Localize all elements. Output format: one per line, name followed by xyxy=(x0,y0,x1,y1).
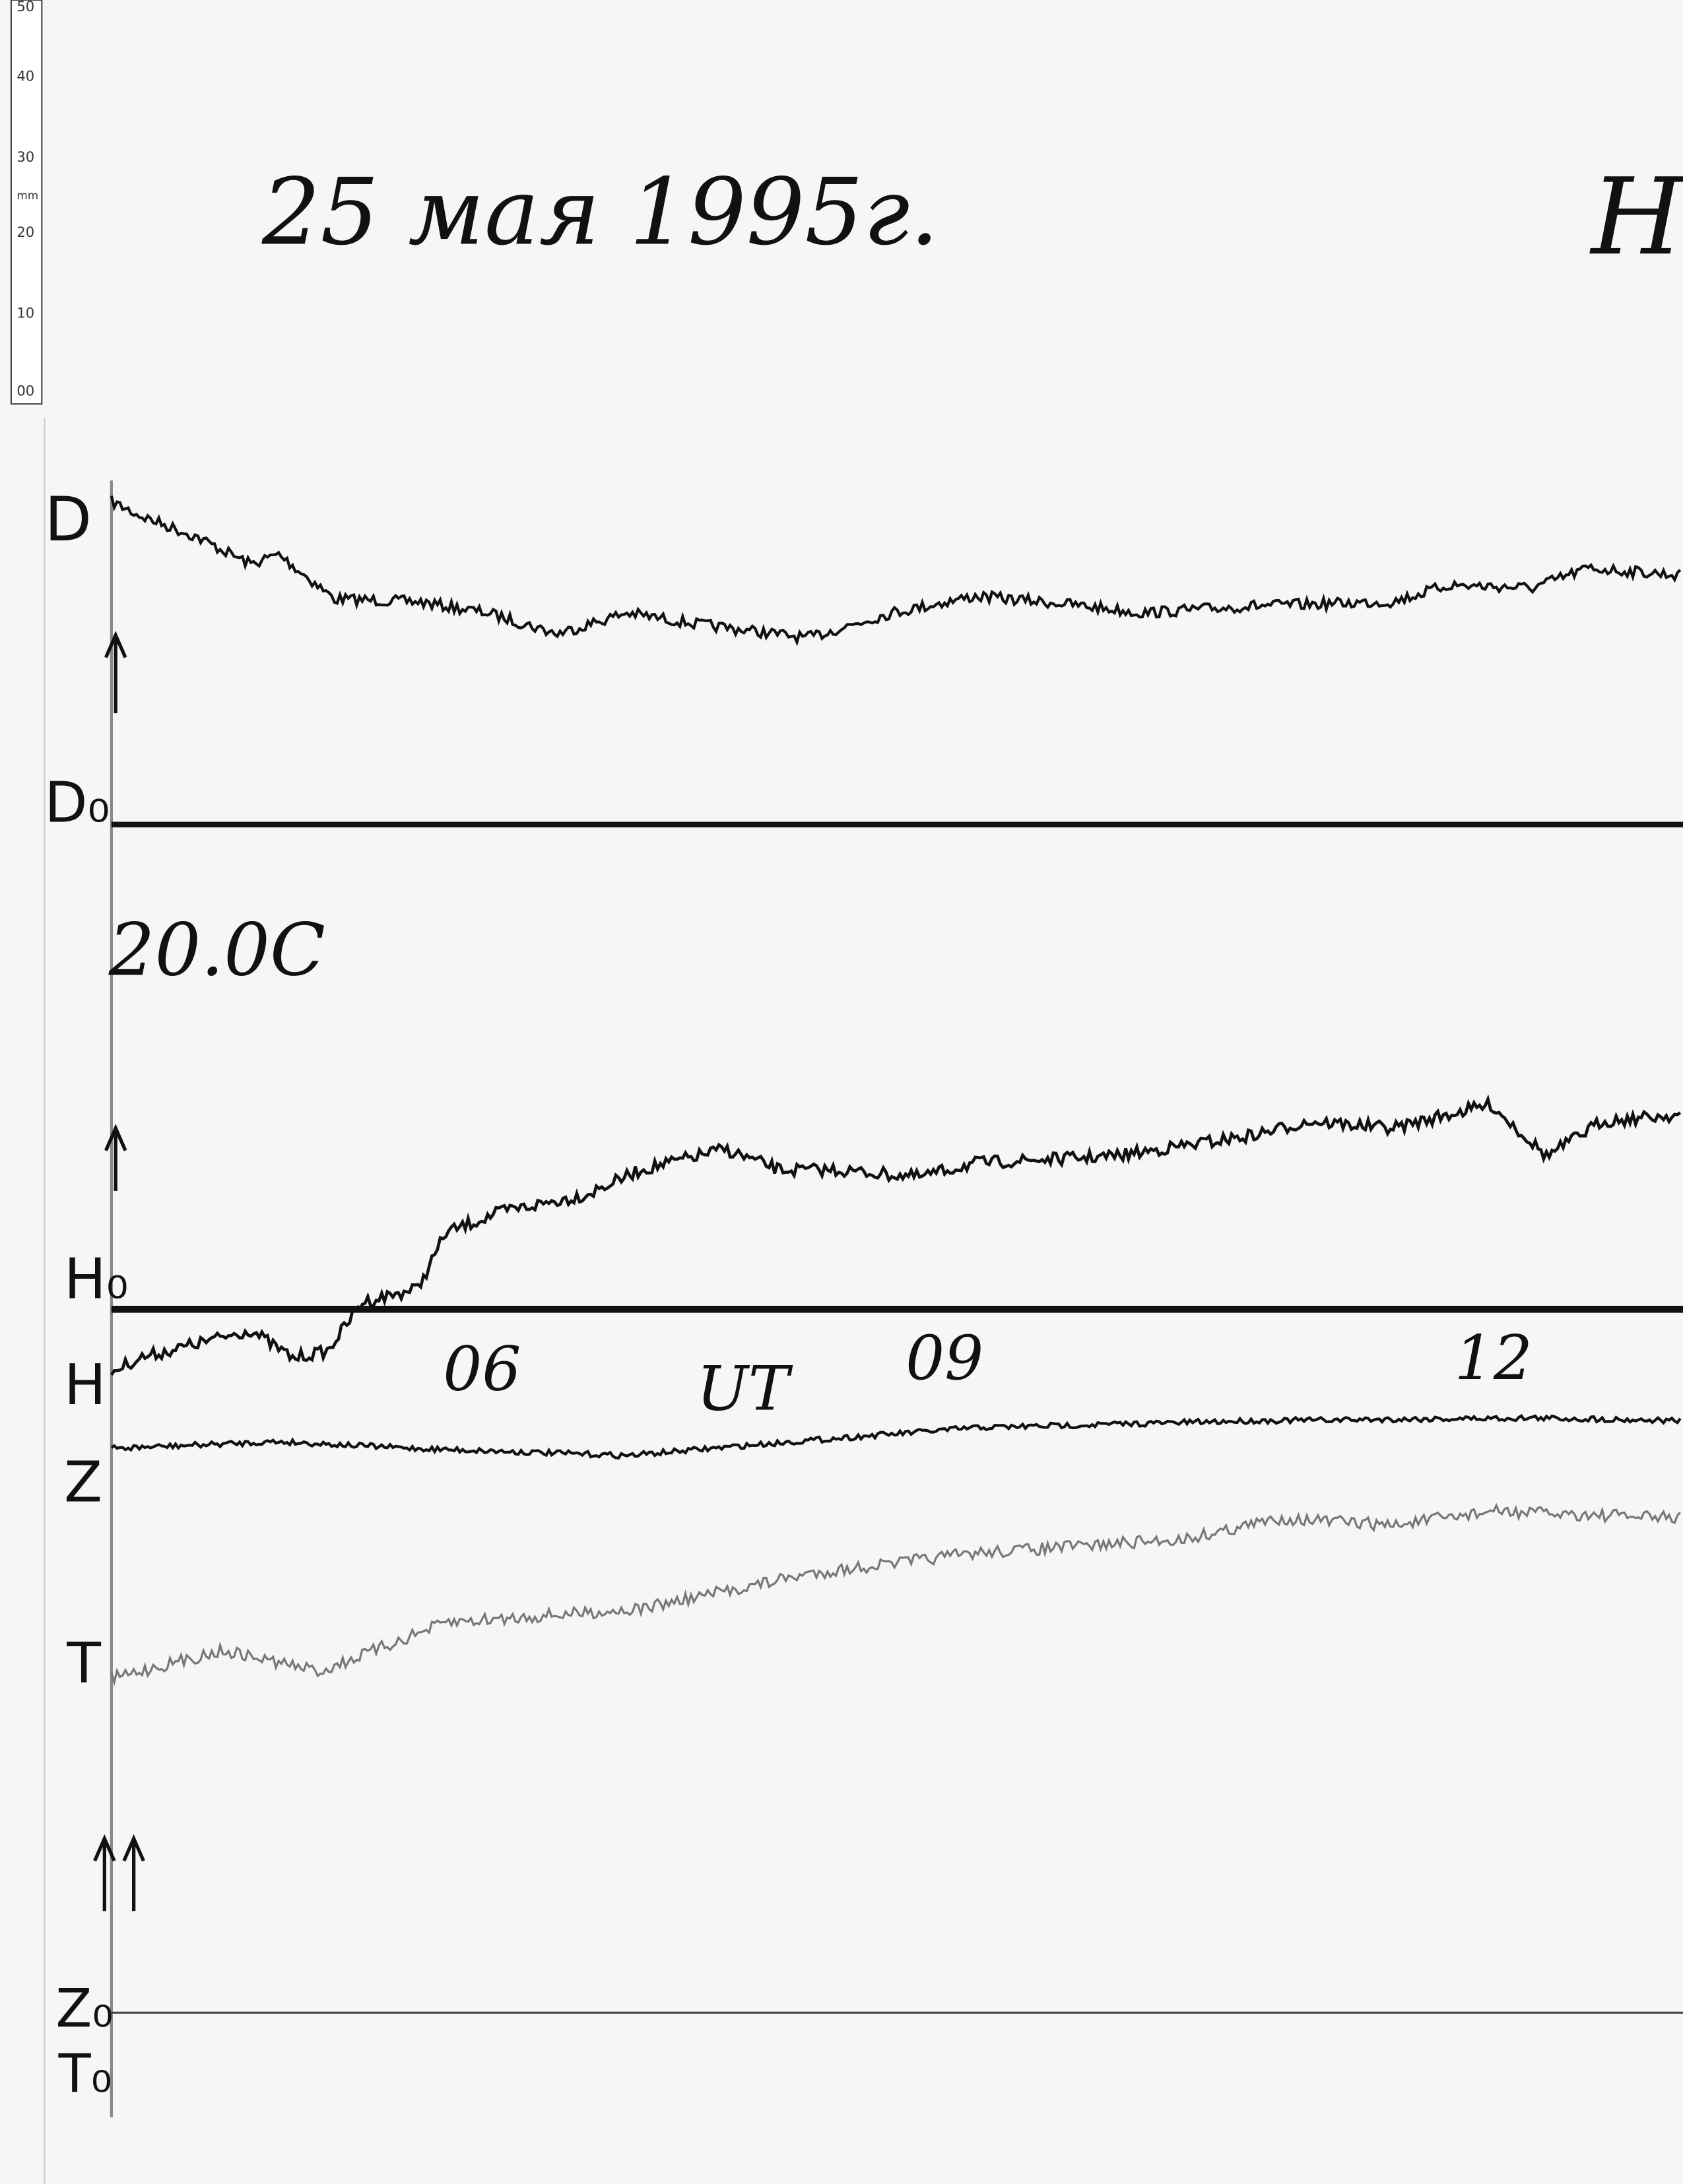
trace-label: T₀ xyxy=(58,2043,112,2105)
ruler-label: 10 xyxy=(16,304,34,321)
time-label: 12 xyxy=(1455,1322,1533,1394)
arrows xyxy=(93,631,145,1911)
ruler-label: 40 xyxy=(16,67,34,84)
ruler-label: mm xyxy=(16,189,38,202)
trace-label: D xyxy=(45,484,92,555)
t-trace xyxy=(110,1502,1681,1686)
station: Hc xyxy=(1589,155,1683,278)
trace-label: Z xyxy=(64,1450,102,1515)
time-label: 06 xyxy=(443,1333,521,1405)
time-label: 09 xyxy=(906,1322,983,1394)
temperature: 20.0C xyxy=(108,908,325,992)
d-trace xyxy=(110,496,1682,647)
trace-label: T xyxy=(66,1631,101,1696)
trace-label: H₀ xyxy=(64,1246,128,1311)
h-trace xyxy=(110,1094,1682,1376)
time-label: UT xyxy=(696,1353,793,1424)
z-trace xyxy=(110,1413,1682,1460)
ruler xyxy=(10,0,43,405)
trace-label: H xyxy=(64,1353,106,1417)
ruler-label: 00 xyxy=(16,383,34,399)
ruler-label: 30 xyxy=(16,148,34,165)
ruler-label: 20 xyxy=(16,224,34,240)
trace-label: Z₀ xyxy=(55,1977,113,2039)
date-title: 25 мая 1995г. xyxy=(261,158,939,265)
ruler-label: 50 xyxy=(16,0,34,15)
trace-label: D₀ xyxy=(45,770,110,835)
